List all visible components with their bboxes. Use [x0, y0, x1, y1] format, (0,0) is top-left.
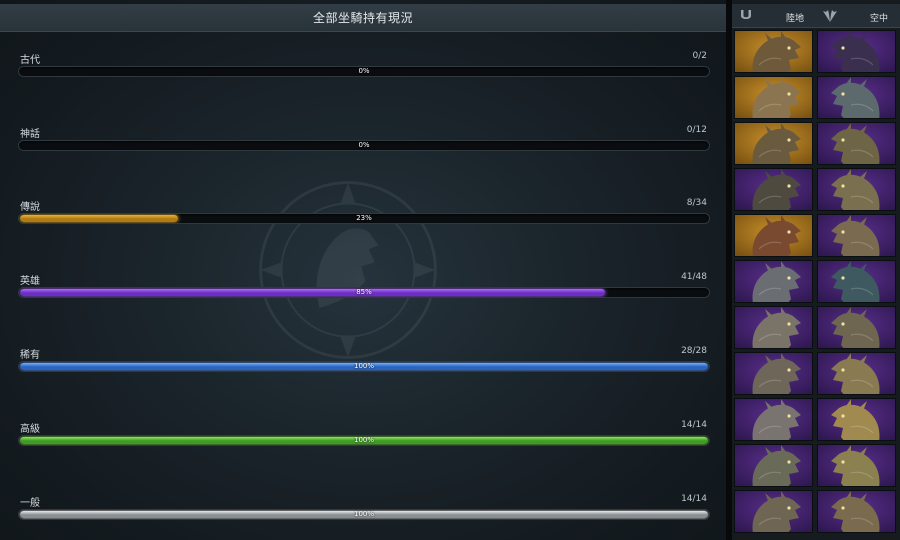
collection-status-panel: 全部坐騎持有現況 古代 0/2 0% 神話 0/12 0% 傳說 8/34 23% 英雄 41/48… [0, 0, 726, 540]
grade-count: 0/2 [692, 51, 707, 61]
mount-thumbnail[interactable] [817, 352, 896, 395]
progress-percent-label: 100% [353, 436, 374, 444]
progress-percent-label: 85% [356, 288, 372, 296]
mount-portrait-icon [735, 169, 812, 210]
mount-portrait-icon [735, 491, 812, 532]
mount-thumbnail[interactable] [817, 260, 896, 303]
mount-thumbnail[interactable] [817, 490, 896, 533]
mount-thumbnail[interactable] [734, 444, 813, 487]
mount-portrait-icon [818, 353, 895, 394]
horseshoe-icon[interactable] [738, 9, 754, 23]
grade-row: 稀有 28/28 100% [18, 346, 710, 380]
grade-row: 傳說 8/34 23% [18, 198, 710, 232]
mount-thumbnail-grid [734, 30, 898, 535]
mount-thumbnail[interactable] [817, 398, 896, 441]
mount-portrait-icon [818, 261, 895, 302]
progress-percent-label: 23% [356, 214, 372, 222]
mount-thumbnail[interactable] [734, 260, 813, 303]
progress-percent-label: 0% [358, 141, 370, 149]
grade-name: 稀有 [20, 350, 40, 361]
air-filter-tab[interactable]: 空中 [870, 14, 889, 24]
mount-thumbnail[interactable] [817, 214, 896, 257]
mount-thumbnail[interactable] [734, 76, 813, 119]
mount-portrait-icon [818, 169, 895, 210]
grade-name: 高級 [20, 424, 40, 435]
grade-row: 高級 14/14 100% [18, 420, 710, 454]
wings-icon[interactable] [822, 9, 838, 23]
progress-bar: 0% [18, 140, 710, 151]
grade-count: 8/34 [686, 198, 707, 208]
mount-type-filter-bar: 陸地 空中 [732, 4, 900, 28]
progress-bar-fill [20, 363, 708, 370]
mount-portrait-icon [818, 491, 895, 532]
progress-bar: 100% [18, 361, 710, 372]
grade-count: 0/12 [686, 125, 707, 135]
mount-thumbnail[interactable] [734, 168, 813, 211]
mount-thumbnail[interactable] [817, 306, 896, 349]
mount-portrait-icon [735, 123, 812, 164]
mount-portrait-icon [818, 77, 895, 118]
grade-name: 一般 [20, 498, 40, 509]
grade-count: 14/14 [681, 420, 707, 430]
mount-portrait-icon [818, 445, 895, 486]
progress-percent-label: 100% [353, 510, 374, 518]
progress-bar: 23% [18, 213, 710, 224]
progress-bar-fill [20, 215, 178, 222]
progress-percent-label: 100% [353, 362, 374, 370]
mount-portrait-icon [818, 399, 895, 440]
grade-name: 英雄 [20, 276, 40, 287]
mount-portrait-icon [818, 307, 895, 348]
grade-name: 傳說 [20, 202, 40, 213]
grade-row: 古代 0/2 0% [18, 51, 710, 85]
mount-thumbnail[interactable] [734, 398, 813, 441]
grade-count: 14/14 [681, 494, 707, 504]
mount-thumbnail[interactable] [734, 306, 813, 349]
grade-name: 神話 [20, 129, 40, 140]
mount-thumbnail[interactable] [817, 30, 896, 73]
grade-name: 古代 [20, 55, 40, 66]
grade-row: 一般 14/14 100% [18, 494, 710, 528]
progress-bar-fill [20, 511, 708, 518]
progress-percent-label: 0% [358, 67, 370, 75]
grade-row: 神話 0/12 0% [18, 125, 710, 159]
grade-row: 英雄 41/48 85% [18, 272, 710, 306]
progress-bar-fill [20, 289, 605, 296]
grade-count: 28/28 [681, 346, 707, 356]
mount-thumbnail[interactable] [734, 352, 813, 395]
mount-thumbnail[interactable] [817, 168, 896, 211]
mount-portrait-icon [818, 31, 895, 72]
grade-count: 41/48 [681, 272, 707, 282]
land-filter-tab[interactable]: 陸地 [786, 14, 805, 24]
mount-thumbnail[interactable] [817, 444, 896, 487]
mount-portrait-icon [735, 261, 812, 302]
panel-divider [726, 0, 732, 540]
page-title: 全部坐騎持有現況 [0, 4, 726, 32]
mount-thumbnail[interactable] [817, 76, 896, 119]
progress-bar: 100% [18, 435, 710, 446]
mount-thumbnail[interactable] [734, 122, 813, 165]
mount-thumbnail[interactable] [734, 214, 813, 257]
mount-portrait-icon [735, 77, 812, 118]
mount-portrait-icon [818, 215, 895, 256]
mount-portrait-icon [818, 123, 895, 164]
mount-gallery-panel: 陸地 空中 [732, 0, 900, 540]
mount-portrait-icon [735, 445, 812, 486]
progress-bar-fill [20, 437, 708, 444]
mount-thumbnail[interactable] [817, 122, 896, 165]
progress-bar: 85% [18, 287, 710, 298]
mount-portrait-icon [735, 353, 812, 394]
mount-thumbnail[interactable] [734, 490, 813, 533]
mount-portrait-icon [735, 215, 812, 256]
progress-bar: 0% [18, 66, 710, 77]
mount-portrait-icon [735, 307, 812, 348]
mount-portrait-icon [735, 31, 812, 72]
mount-portrait-icon [735, 399, 812, 440]
progress-bar: 100% [18, 509, 710, 520]
mount-thumbnail[interactable] [734, 30, 813, 73]
